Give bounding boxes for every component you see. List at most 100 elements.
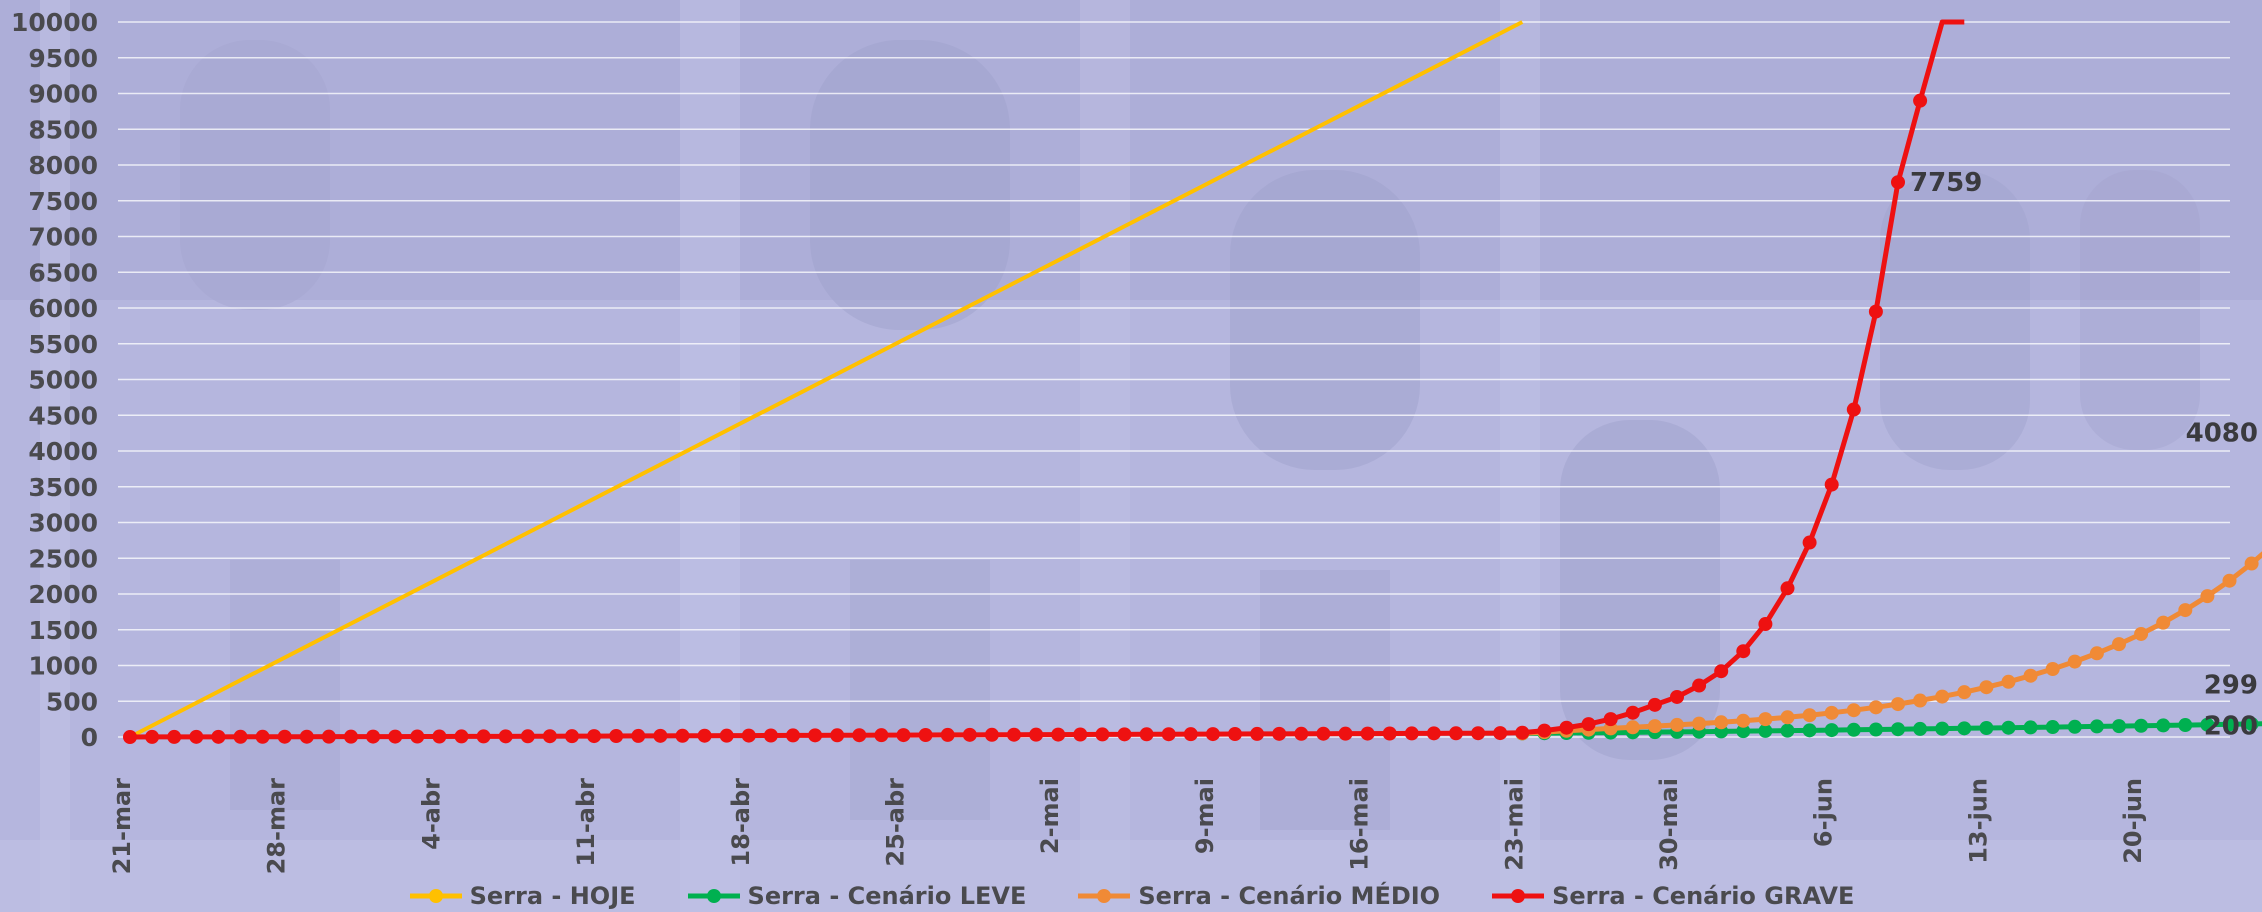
data-point: [233, 729, 248, 744]
data-point: [1426, 726, 1441, 741]
series-line: [129, 20, 1524, 739]
data-point: [1095, 727, 1110, 742]
data-point: [1957, 721, 1972, 736]
y-tick-label: 9000: [28, 80, 98, 109]
data-point: [719, 728, 734, 743]
data-point: [1382, 726, 1397, 741]
data-point: [1758, 712, 1773, 727]
data-label: 299: [2204, 671, 2258, 701]
data-point: [2178, 718, 2193, 733]
data-point: [1471, 726, 1486, 741]
data-point: [697, 728, 712, 743]
data-point: [565, 729, 579, 744]
data-point: [1891, 722, 1905, 737]
data-point: [2222, 573, 2237, 588]
series-0: [129, 20, 1524, 739]
data-point: [520, 729, 535, 744]
x-tick-label: 2-mai: [1036, 778, 1064, 854]
data-point: [1979, 720, 1994, 735]
y-tick-label: 5500: [28, 330, 98, 359]
data-point: [1117, 727, 1132, 742]
data-point: [1935, 689, 1950, 704]
data-labels: 7759 4080 299 200: [1910, 168, 2258, 741]
data-point: [2112, 719, 2126, 734]
data-point: [1802, 723, 1817, 738]
series-3: [123, 19, 1965, 744]
data-point: [653, 728, 668, 743]
data-point: [498, 729, 513, 744]
x-tick-label: 28-mar: [263, 778, 291, 875]
data-point: [145, 729, 160, 744]
x-tick-label: 16-mai: [1346, 778, 1374, 871]
data-point: [1913, 693, 1928, 708]
data-point: [1802, 708, 1817, 723]
data-point: [1780, 723, 1795, 738]
data-point: [1404, 726, 1419, 741]
data-point: [1603, 712, 1618, 727]
data-point: [1846, 402, 1861, 417]
data-point: [1891, 697, 1905, 712]
data-point: [1824, 705, 1839, 720]
y-tick-label: 1000: [28, 652, 98, 681]
data-point: [587, 729, 602, 744]
data-point: [786, 728, 800, 743]
legend-item: Serra - Cenário LEVE: [686, 882, 1026, 910]
data-point: [1051, 727, 1066, 742]
y-tick-label: 7500: [28, 187, 98, 216]
legend-item: Serra - HOJE: [408, 882, 636, 910]
data-point: [1294, 726, 1309, 741]
data-point: [1581, 717, 1596, 732]
data-point: [1625, 720, 1640, 735]
legend-swatch: [409, 889, 462, 903]
y-tick-label: 8500: [28, 115, 98, 144]
data-point: [388, 729, 403, 744]
data-point: [1868, 722, 1883, 737]
y-tick-label: 5000: [28, 366, 98, 395]
data-point: [1824, 477, 1839, 492]
data-point: [1316, 726, 1331, 741]
data-point: [1670, 689, 1684, 704]
data-label: 4080: [2186, 418, 2258, 448]
data-point: [1338, 726, 1353, 741]
data-point: [2244, 556, 2259, 571]
data-point: [830, 728, 845, 743]
legend-label: Serra - Cenário MÉDIO: [1138, 882, 1441, 910]
y-tick-label: 2000: [28, 580, 98, 609]
data-point: [1449, 726, 1463, 741]
data-point: [2067, 654, 2082, 669]
data-point: [2156, 718, 2171, 733]
data-point: [1161, 727, 1176, 742]
x-tick-label: 30-mai: [1655, 778, 1683, 871]
legend-item: Serra - Cenário MÉDIO: [1076, 882, 1440, 910]
data-point: [2023, 720, 2038, 735]
data-point: [476, 729, 491, 744]
data-point: [1625, 705, 1640, 720]
data-point: [1692, 716, 1707, 731]
data-point: [1913, 721, 1928, 736]
data-point: [1935, 721, 1950, 736]
data-point: [1515, 725, 1530, 740]
x-tick-label: 23-mai: [1500, 778, 1528, 871]
data-point: [631, 728, 646, 743]
data-point: [1802, 535, 1817, 550]
data-point: [940, 727, 955, 742]
data-point: [2045, 662, 2060, 677]
y-tick-label: 6500: [28, 258, 98, 287]
data-point: [2200, 589, 2215, 604]
data-point: [2067, 719, 2082, 734]
data-point: [2001, 720, 2016, 735]
data-point: [1846, 722, 1861, 737]
legend-label: Serra - Cenário GRAVE: [1552, 882, 1855, 910]
legend: Serra - HOJE Serra - Cenário LEVE Serra - …: [0, 880, 2262, 912]
data-point: [2089, 646, 2104, 661]
data-point: [432, 729, 447, 744]
data-point: [2112, 637, 2126, 652]
data-point: [1183, 727, 1198, 742]
data-point: [1139, 727, 1154, 742]
data-point: [299, 729, 314, 744]
data-point: [1714, 715, 1729, 730]
data-point: [2134, 626, 2149, 641]
data-point: [1868, 304, 1883, 319]
